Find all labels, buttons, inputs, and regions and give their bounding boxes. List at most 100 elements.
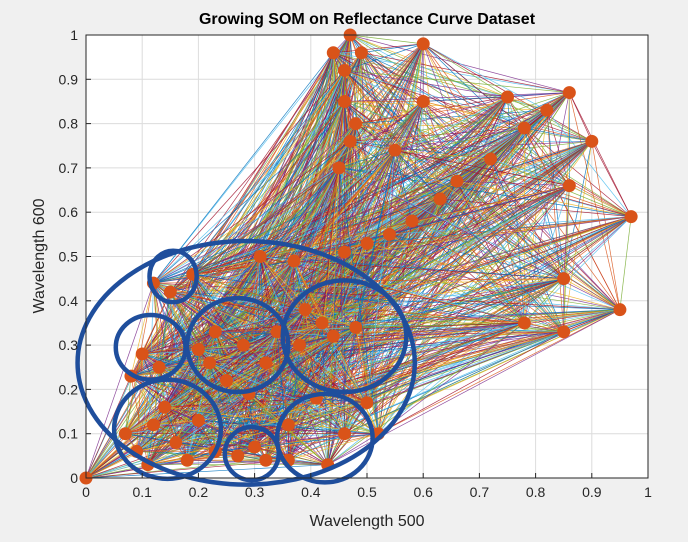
edge-line (288, 327, 357, 426)
edge-line (332, 336, 379, 434)
edge-line (490, 158, 564, 279)
data-point (248, 440, 262, 454)
edge-line (293, 260, 525, 324)
data-point (557, 325, 571, 339)
edge-line (355, 327, 379, 434)
data-point (203, 356, 217, 370)
edge-line (293, 260, 620, 311)
edge-line (130, 291, 171, 377)
edge-line (366, 322, 525, 404)
edge-line (248, 393, 379, 435)
edge-line (394, 150, 413, 222)
edge-line (209, 362, 345, 435)
edge-line (125, 349, 199, 434)
edge-line (164, 331, 278, 408)
edge-line (316, 322, 525, 399)
edge-line (349, 34, 592, 142)
edge-line (124, 353, 143, 434)
edge-line (124, 376, 132, 434)
edge-line (170, 52, 362, 293)
data-point (338, 94, 352, 108)
edge-line (215, 433, 345, 452)
x-tick-label: 0 (82, 484, 90, 500)
y-tick-label: 0.7 (59, 160, 79, 176)
x-tick-label: 0.5 (357, 484, 377, 500)
edge-line (215, 278, 564, 333)
data-point (158, 400, 172, 414)
y-tick-label: 0.9 (59, 71, 79, 87)
edge-line (344, 251, 620, 311)
edge-line (164, 406, 289, 461)
data-point (540, 103, 554, 117)
edge-line (265, 362, 317, 399)
edge-line (349, 34, 632, 217)
edge-line (153, 282, 334, 337)
data-point (517, 316, 531, 330)
y-tick-label: 0.4 (59, 293, 79, 309)
data-point (585, 134, 599, 148)
data-point (236, 338, 250, 352)
y-tick-label: 0.1 (59, 426, 79, 442)
edge-line (288, 433, 379, 461)
edge-line (192, 101, 345, 275)
edge-line (164, 402, 368, 408)
highlight-circle (147, 248, 199, 305)
edge-line (411, 220, 621, 310)
highlight-circle (111, 377, 224, 482)
edge-line (215, 433, 379, 452)
data-point (624, 210, 638, 224)
data-point (354, 46, 368, 60)
edge-line (395, 109, 547, 151)
edge-line (153, 397, 317, 426)
edge-line (366, 185, 570, 244)
edge-line (366, 150, 396, 403)
edge-line (243, 185, 570, 346)
edge-line (170, 291, 306, 311)
edge-line (147, 362, 210, 465)
data-point (450, 174, 464, 188)
data-point (332, 161, 346, 175)
edge-line (490, 158, 565, 332)
y-axis-label: Wavelength 600 (31, 198, 48, 313)
edge-line (237, 158, 491, 457)
edge-line (125, 327, 356, 435)
edge-line (130, 167, 340, 377)
edge-line (209, 362, 216, 452)
edge-line (153, 273, 193, 284)
data-point (163, 285, 177, 299)
edge-line (147, 402, 368, 466)
edge-line (158, 366, 345, 435)
data-point (146, 418, 160, 432)
data-point (416, 94, 430, 108)
y-tick-label: 0.6 (59, 204, 79, 220)
edge-line (198, 331, 278, 421)
edge-line (186, 331, 278, 461)
edge-line (389, 234, 564, 333)
edge-line (299, 185, 570, 346)
data-point (338, 427, 352, 441)
edge-line (378, 309, 621, 435)
data-point (180, 453, 194, 467)
data-point (326, 46, 340, 60)
edge-line (338, 127, 525, 169)
edge-line (164, 393, 250, 408)
edge-line (277, 327, 356, 333)
data-point (343, 134, 357, 148)
edge-line (265, 345, 300, 461)
data-point (259, 356, 273, 370)
edge-line (248, 216, 632, 395)
x-tick-label: 0.4 (301, 484, 321, 500)
highlight-circle (280, 278, 409, 395)
edge-line (569, 92, 632, 217)
x-tick-label: 0.1 (132, 484, 152, 500)
x-tick-label: 1 (644, 484, 652, 500)
edge-line (350, 109, 547, 142)
edge-line (288, 424, 379, 435)
edge-line (170, 123, 356, 293)
edge-line (153, 331, 278, 426)
edge-line (338, 96, 508, 169)
edge-line (142, 260, 295, 355)
edge-line (192, 260, 294, 275)
data-point (388, 143, 402, 157)
